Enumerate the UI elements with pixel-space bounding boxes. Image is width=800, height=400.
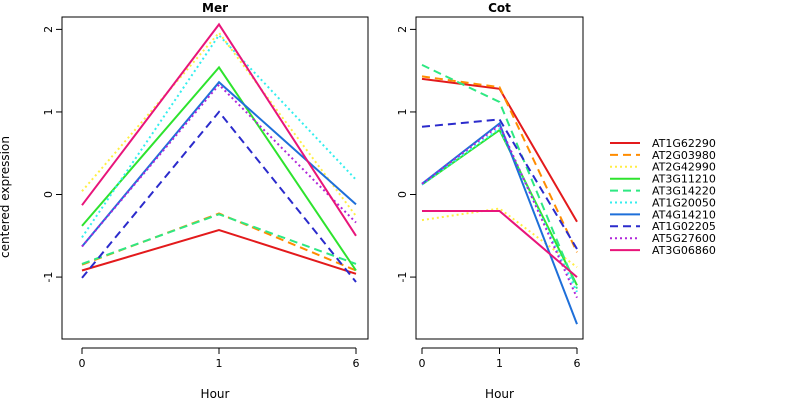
panel-title: Cot <box>488 1 511 15</box>
legend-label: AT1G02205 <box>652 220 716 233</box>
legend-label: AT3G14220 <box>652 184 716 197</box>
series-line-at5g27600 <box>81 83 357 248</box>
legend-label: AT3G11210 <box>652 173 716 186</box>
x-tick-label: 1 <box>496 357 503 370</box>
plot-frame <box>415 16 584 340</box>
y-tick-label: 1 <box>42 108 55 115</box>
x-tick-label: 6 <box>353 357 360 370</box>
legend-label: AT1G20050 <box>652 196 716 209</box>
series-line-at3g06860 <box>422 210 578 278</box>
legend-label: AT1G62290 <box>652 137 716 150</box>
series-line-at1g02205 <box>81 110 357 283</box>
series-line-at4g14210 <box>81 80 357 248</box>
x-axis-label: Hour <box>201 387 230 400</box>
y-axis-label: centered expression <box>0 136 12 258</box>
y-tick-label: -1 <box>396 272 409 283</box>
series-line-at3g14220 <box>421 63 578 289</box>
series-line-at2g03980 <box>81 212 357 272</box>
series-line-at1g62290 <box>421 77 578 223</box>
series-line-at2g42990 <box>81 31 357 217</box>
legend-label: AT2G42990 <box>652 161 716 174</box>
series-line-at3g11210 <box>81 65 357 272</box>
series-line-at1g62290 <box>81 228 357 275</box>
y-tick-label: 0 <box>42 191 55 198</box>
x-tick-label: 0 <box>419 357 426 370</box>
plot-frame <box>61 16 369 340</box>
x-tick-label: 6 <box>574 357 581 370</box>
series-line-at3g14220 <box>81 213 357 265</box>
series-line-at1g20050 <box>421 126 578 293</box>
panel-title: Mer <box>202 1 228 15</box>
series-line-at1g20050 <box>81 33 357 238</box>
y-tick-label: -1 <box>42 272 55 283</box>
series-line-at3g06860 <box>81 22 357 237</box>
y-tick-label: 2 <box>42 26 55 33</box>
legend: AT1G62290AT2G03980AT2G42990AT3G11210AT3G… <box>610 137 716 257</box>
chart-root: Mer -1 0 1 2 0 1 6 Hour Cot -1 0 1 2 0 1 6 Hour <box>42 1 584 400</box>
x-tick-label: 0 <box>79 357 86 370</box>
legend-label: AT3G06860 <box>652 244 716 257</box>
legend-label: AT5G27600 <box>652 232 716 245</box>
y-tick-label: 1 <box>396 108 409 115</box>
x-tick-label: 1 <box>216 357 223 370</box>
panel-cot: Cot -1 0 1 2 0 1 6 Hour <box>396 1 584 400</box>
series-line-at4g14210 <box>421 121 578 325</box>
x-axis-label: Hour <box>485 387 514 400</box>
y-tick-label: 0 <box>396 191 409 198</box>
legend-label: AT4G14210 <box>652 208 716 221</box>
series-line-at2g03980 <box>421 75 578 253</box>
series-line-at2g42990 <box>421 207 578 268</box>
legend-label: AT2G03980 <box>652 149 716 162</box>
panel-mer: Mer -1 0 1 2 0 1 6 Hour <box>42 1 369 400</box>
series-line-at1g02205 <box>421 118 578 250</box>
y-tick-label: 2 <box>396 26 409 33</box>
